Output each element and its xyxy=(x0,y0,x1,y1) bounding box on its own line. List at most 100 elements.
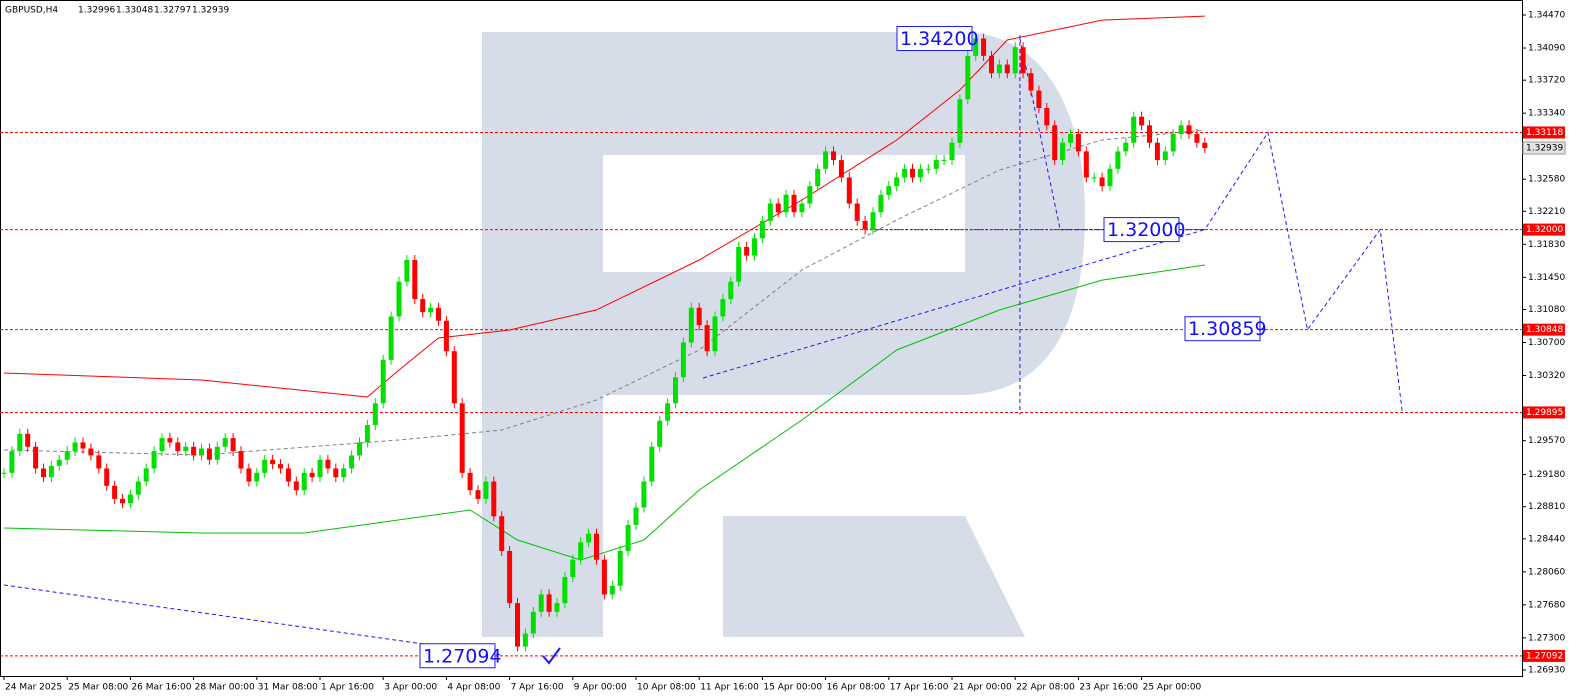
candle-body xyxy=(143,468,149,482)
indicator-line xyxy=(3,15,1205,398)
candle-body xyxy=(522,633,528,647)
candle-body xyxy=(554,603,560,612)
x-tick-label: 16 Apr 08:00 xyxy=(827,683,886,693)
y-tick-label: 1.27680 xyxy=(1528,600,1565,610)
candle-body xyxy=(704,325,710,352)
candle-body xyxy=(941,160,947,162)
candle-body xyxy=(538,594,544,612)
candle-body xyxy=(1147,125,1152,143)
candle-body xyxy=(957,99,963,143)
candle-body xyxy=(949,142,955,161)
candle-body xyxy=(254,472,260,482)
candle-body xyxy=(594,533,599,560)
candle-body xyxy=(910,168,915,178)
candle-body xyxy=(104,468,110,486)
candle-body xyxy=(1036,90,1042,108)
candle-body xyxy=(420,299,426,313)
candle-body xyxy=(9,451,15,473)
candle-body xyxy=(230,438,236,452)
candle-body xyxy=(451,351,457,404)
symbol: GBPUSD,H4 xyxy=(5,6,58,16)
candle-body xyxy=(570,559,576,578)
candle-body xyxy=(546,594,552,612)
candle-body xyxy=(459,403,465,473)
y-tick-label: 1.32210 xyxy=(1528,207,1565,217)
candle-body xyxy=(72,442,78,452)
annotation-label: 1.27094 xyxy=(423,645,502,667)
candle-body xyxy=(1020,47,1026,74)
candle-body xyxy=(894,177,900,187)
y-tick-label: 1.33340 xyxy=(1528,109,1565,119)
x-tick-label: 11 Apr 16:00 xyxy=(700,683,759,693)
candle-body xyxy=(88,448,94,456)
indicator-line xyxy=(3,264,1205,561)
candle-body xyxy=(673,377,678,404)
candle-body xyxy=(649,446,655,482)
candle-body xyxy=(159,438,165,452)
candle-body xyxy=(372,403,378,426)
candle-body xyxy=(854,203,860,221)
candle-body xyxy=(933,160,939,169)
candle-body xyxy=(759,220,765,239)
candle-body xyxy=(1044,107,1050,126)
candle-body xyxy=(886,186,892,195)
candle-body xyxy=(799,203,805,213)
candle-body xyxy=(752,238,757,256)
candle-body xyxy=(175,442,181,452)
candle-body xyxy=(436,307,441,321)
candle-body xyxy=(846,177,852,204)
candle-body xyxy=(989,55,994,74)
candle-body xyxy=(862,220,868,230)
candle-body xyxy=(1139,116,1145,126)
check-icon xyxy=(542,647,561,665)
y-tick-label: 1.33720 xyxy=(1528,76,1565,86)
candle-body xyxy=(807,186,813,204)
annotation-box xyxy=(896,25,973,51)
candle-body xyxy=(562,577,568,604)
y-tick-label: 1.28440 xyxy=(1528,534,1565,544)
candle-body xyxy=(925,168,931,170)
candle-body xyxy=(578,542,584,560)
y-tick-label: 1.30320 xyxy=(1528,371,1565,381)
candle-body xyxy=(767,203,773,221)
x-tick-label: 3 Apr 00:00 xyxy=(384,683,437,693)
candle-body xyxy=(199,448,204,456)
candle-body xyxy=(515,603,520,647)
x-tick-label: 15 Apr 00:00 xyxy=(763,683,822,693)
candle-body xyxy=(736,246,742,282)
candle-body xyxy=(64,451,70,460)
candle-body xyxy=(412,259,418,300)
y-tick-label: 1.31830 xyxy=(1528,240,1565,250)
candle-body xyxy=(1194,134,1200,143)
candle-body xyxy=(1178,125,1184,135)
candle-body xyxy=(1091,177,1097,179)
ohlc-value: 1.32996 xyxy=(78,6,115,16)
y-tick-label: 1.31450 xyxy=(1528,273,1565,283)
x-tick-label: 25 Mar 08:00 xyxy=(68,683,128,693)
candle-body xyxy=(657,420,663,447)
annotation-label: 1.30859 xyxy=(1188,318,1267,340)
candle-body xyxy=(357,442,362,456)
candle-body xyxy=(396,281,402,317)
candle-body xyxy=(56,459,62,466)
candle-body xyxy=(380,359,386,404)
x-tick-label: 23 Apr 16:00 xyxy=(1079,683,1138,693)
y-tick-label: 1.27300 xyxy=(1528,633,1565,643)
candle-body xyxy=(1170,134,1176,152)
x-tick-label: 7 Apr 16:00 xyxy=(511,683,564,693)
candle-body xyxy=(1028,73,1034,91)
candle-body xyxy=(1,472,7,474)
ohlc-header: 1.32996 1.33048 1.32797 1.32939 xyxy=(78,6,229,16)
candle-body xyxy=(625,524,631,551)
candle-body xyxy=(293,481,299,491)
ohlc-value: 1.32797 xyxy=(154,6,191,16)
y-tick-label: 1.26930 xyxy=(1528,666,1565,676)
candle-body xyxy=(443,320,449,352)
candle-body xyxy=(981,38,987,56)
candle-body xyxy=(388,316,394,360)
candle-body xyxy=(483,481,489,499)
annotation-box xyxy=(419,643,496,669)
candle-body xyxy=(1068,134,1073,143)
candle-body xyxy=(167,438,173,443)
